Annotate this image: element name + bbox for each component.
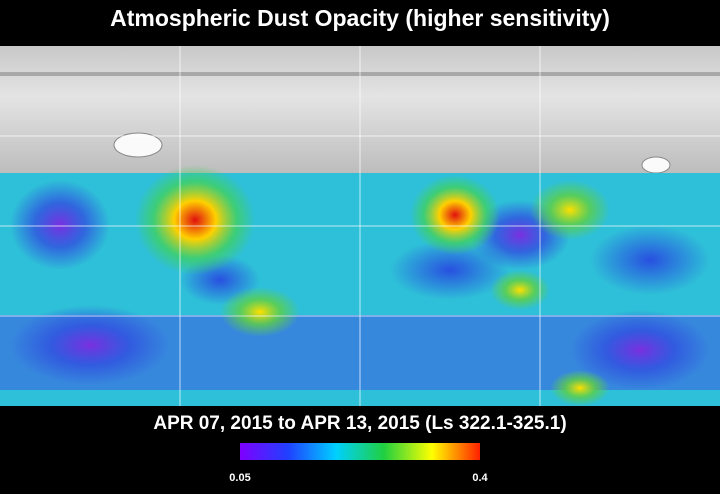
graticule (0, 46, 720, 406)
colorbar-min: 0.05 (229, 472, 250, 484)
dust-low (590, 225, 710, 295)
dust-mid (550, 370, 610, 406)
colorbar (240, 443, 480, 460)
title: Atmospheric Dust Opacity (higher sensiti… (110, 5, 610, 31)
colorbar-max: 0.4 (472, 472, 488, 484)
dust-high (410, 175, 500, 255)
date-range: APR 07, 2015 to APR 13, 2015 (Ls 322.1-3… (153, 413, 566, 434)
dust-low (570, 310, 710, 390)
dust-mid (220, 287, 300, 337)
map (0, 46, 720, 406)
dust-mid (490, 270, 550, 310)
dust-high (135, 165, 255, 275)
dust-mid (530, 180, 610, 240)
dust-low (10, 305, 170, 385)
volcano (641, 156, 671, 174)
dust-low (10, 180, 110, 270)
volcano (113, 132, 163, 158)
dust-low (390, 240, 510, 300)
